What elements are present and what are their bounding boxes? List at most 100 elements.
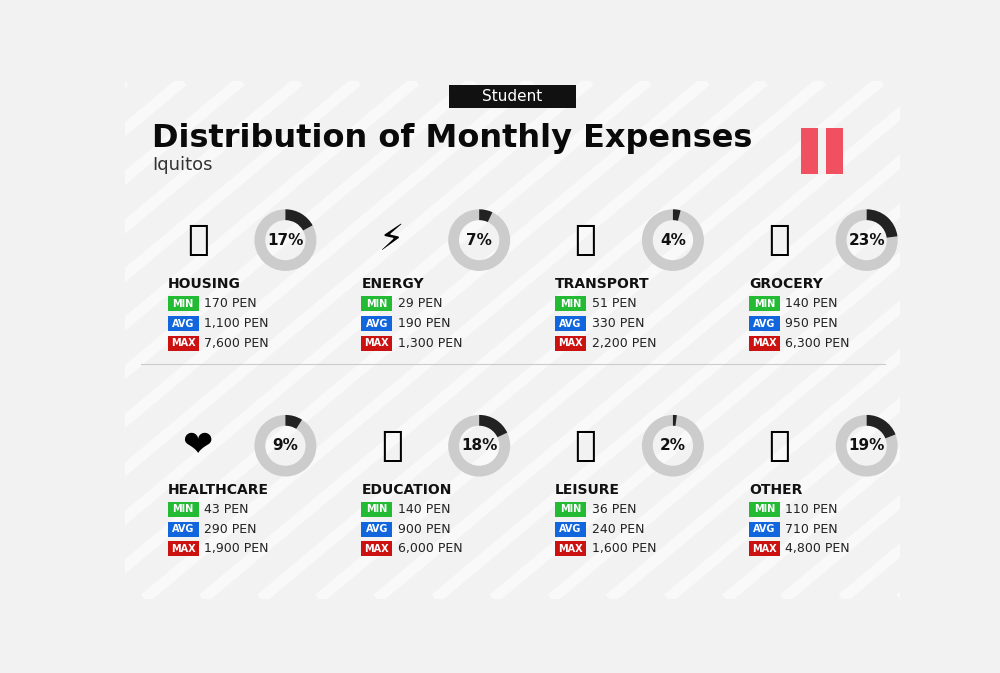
Text: OTHER: OTHER: [749, 483, 802, 497]
Text: MAX: MAX: [752, 544, 777, 554]
Text: EDUCATION: EDUCATION: [361, 483, 452, 497]
Text: MIN: MIN: [754, 299, 775, 309]
Text: AVG: AVG: [172, 318, 194, 328]
Text: 2%: 2%: [660, 438, 686, 453]
Text: MIN: MIN: [754, 505, 775, 514]
Wedge shape: [867, 209, 897, 238]
Text: 6,000 PEN: 6,000 PEN: [398, 542, 462, 555]
Text: 36 PEN: 36 PEN: [592, 503, 636, 516]
Text: MAX: MAX: [558, 338, 583, 348]
Text: 6,300 PEN: 6,300 PEN: [785, 336, 850, 350]
Text: 4,800 PEN: 4,800 PEN: [785, 542, 850, 555]
FancyBboxPatch shape: [361, 316, 392, 331]
Wedge shape: [836, 209, 898, 271]
Text: ⚡: ⚡: [379, 223, 404, 257]
FancyBboxPatch shape: [361, 502, 392, 517]
Text: AVG: AVG: [366, 524, 388, 534]
FancyBboxPatch shape: [749, 316, 780, 331]
Text: 710 PEN: 710 PEN: [785, 523, 838, 536]
Text: 1,600 PEN: 1,600 PEN: [592, 542, 656, 555]
Text: TRANSPORT: TRANSPORT: [555, 277, 650, 291]
FancyBboxPatch shape: [749, 541, 780, 557]
Text: 1,300 PEN: 1,300 PEN: [398, 336, 462, 350]
Text: MAX: MAX: [558, 544, 583, 554]
FancyBboxPatch shape: [449, 85, 576, 108]
Text: AVG: AVG: [366, 318, 388, 328]
Text: 2,200 PEN: 2,200 PEN: [592, 336, 656, 350]
Text: MIN: MIN: [173, 299, 194, 309]
FancyBboxPatch shape: [168, 522, 199, 536]
Text: 170 PEN: 170 PEN: [204, 297, 257, 310]
Text: 43 PEN: 43 PEN: [204, 503, 249, 516]
Text: GROCERY: GROCERY: [749, 277, 823, 291]
FancyBboxPatch shape: [801, 128, 818, 174]
Text: AVG: AVG: [753, 318, 776, 328]
Text: LEISURE: LEISURE: [555, 483, 620, 497]
Text: HOUSING: HOUSING: [168, 277, 240, 291]
FancyBboxPatch shape: [749, 336, 780, 351]
Text: AVG: AVG: [172, 524, 194, 534]
Text: MAX: MAX: [171, 544, 195, 554]
Wedge shape: [285, 209, 313, 231]
FancyBboxPatch shape: [555, 522, 586, 536]
Text: 950 PEN: 950 PEN: [785, 317, 838, 330]
Text: AVG: AVG: [753, 524, 776, 534]
Text: ❤️: ❤️: [183, 429, 213, 463]
Text: 18%: 18%: [461, 438, 497, 453]
Wedge shape: [254, 415, 316, 476]
Text: 51 PEN: 51 PEN: [592, 297, 636, 310]
Text: 🏢: 🏢: [187, 223, 209, 257]
Text: HEALTHCARE: HEALTHCARE: [168, 483, 269, 497]
Text: 900 PEN: 900 PEN: [398, 523, 450, 536]
Text: 140 PEN: 140 PEN: [785, 297, 838, 310]
Text: MAX: MAX: [365, 544, 389, 554]
Wedge shape: [479, 415, 507, 437]
Text: 🎓: 🎓: [381, 429, 402, 463]
Text: 140 PEN: 140 PEN: [398, 503, 450, 516]
Text: 🚌: 🚌: [575, 223, 596, 257]
Wedge shape: [642, 415, 704, 476]
Text: 7,600 PEN: 7,600 PEN: [204, 336, 269, 350]
Text: 17%: 17%: [267, 233, 304, 248]
Text: MAX: MAX: [171, 338, 195, 348]
FancyBboxPatch shape: [168, 296, 199, 312]
Wedge shape: [479, 209, 492, 222]
Text: 23%: 23%: [848, 233, 885, 248]
Text: 29 PEN: 29 PEN: [398, 297, 442, 310]
Text: Iquitos: Iquitos: [152, 156, 213, 174]
FancyBboxPatch shape: [555, 336, 586, 351]
Text: 🛍️: 🛍️: [575, 429, 596, 463]
Text: MAX: MAX: [365, 338, 389, 348]
Wedge shape: [448, 209, 510, 271]
Text: 🛒: 🛒: [768, 223, 790, 257]
FancyBboxPatch shape: [361, 522, 392, 536]
Text: AVG: AVG: [559, 318, 582, 328]
Text: 110 PEN: 110 PEN: [785, 503, 838, 516]
FancyBboxPatch shape: [168, 502, 199, 517]
FancyBboxPatch shape: [361, 541, 392, 557]
Text: MIN: MIN: [173, 505, 194, 514]
FancyBboxPatch shape: [168, 316, 199, 331]
FancyBboxPatch shape: [555, 316, 586, 331]
Text: 1,100 PEN: 1,100 PEN: [204, 317, 269, 330]
Wedge shape: [673, 415, 677, 426]
FancyBboxPatch shape: [749, 296, 780, 312]
Text: 💰: 💰: [768, 429, 790, 463]
Text: MIN: MIN: [560, 505, 581, 514]
Text: 330 PEN: 330 PEN: [592, 317, 644, 330]
Text: 190 PEN: 190 PEN: [398, 317, 450, 330]
FancyBboxPatch shape: [749, 522, 780, 536]
FancyBboxPatch shape: [826, 128, 843, 174]
Text: 290 PEN: 290 PEN: [204, 523, 257, 536]
Wedge shape: [836, 415, 898, 476]
FancyBboxPatch shape: [168, 541, 199, 557]
Wedge shape: [254, 209, 316, 271]
Text: Student: Student: [482, 89, 543, 104]
Wedge shape: [642, 209, 704, 271]
Text: 240 PEN: 240 PEN: [592, 523, 644, 536]
Wedge shape: [448, 415, 510, 476]
FancyBboxPatch shape: [555, 541, 586, 557]
FancyBboxPatch shape: [555, 296, 586, 312]
Text: 19%: 19%: [848, 438, 885, 453]
Wedge shape: [867, 415, 895, 438]
